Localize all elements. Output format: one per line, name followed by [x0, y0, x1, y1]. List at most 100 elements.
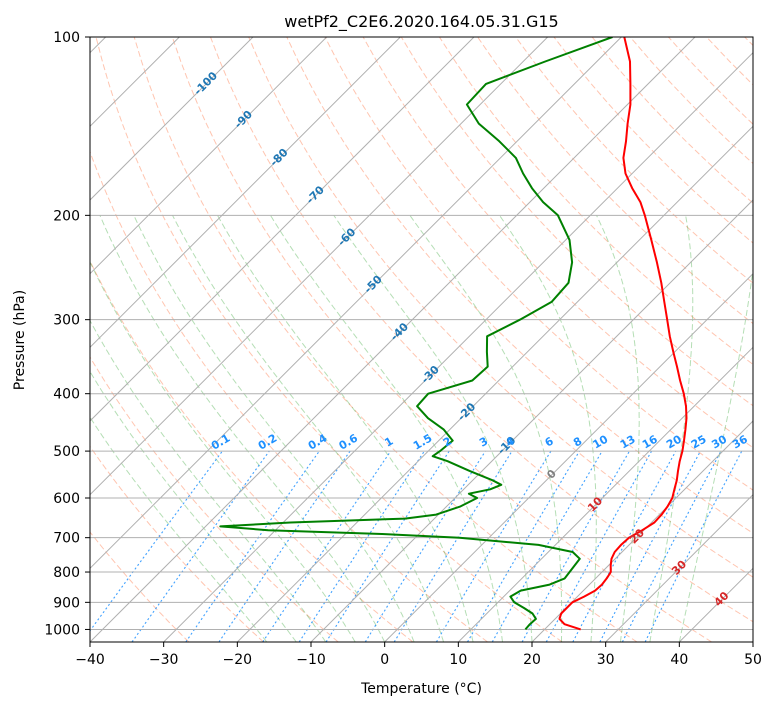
mixing-ratio-line	[599, 450, 701, 642]
moist-adiabat	[90, 370, 297, 642]
series	[219, 37, 688, 631]
moist-adiabat	[409, 215, 563, 642]
moist-adiabat	[99, 215, 386, 642]
isotherm-line	[605, 493, 753, 642]
moist-adiabat	[172, 215, 445, 642]
temperature-line	[558, 37, 688, 631]
dry-adiabat	[668, 37, 753, 125]
dry-adiabats	[90, 37, 753, 642]
dry-adiabat	[95, 37, 563, 642]
dry-adiabat	[400, 37, 753, 407]
isotherm-label: -50	[362, 273, 385, 296]
mixing-ratio-line	[435, 450, 552, 642]
moist-adiabat	[217, 215, 474, 642]
mixing-ratio-line	[131, 450, 270, 642]
isotherm-label: -80	[267, 146, 290, 169]
mixing-ratio-line	[90, 450, 223, 632]
x-tick-label: 50	[744, 652, 762, 668]
dry-adiabat	[744, 37, 753, 47]
isotherm-line	[531, 420, 753, 642]
moist-adiabats	[90, 215, 753, 642]
isotherm-line	[90, 37, 549, 496]
moist-adiabat	[333, 215, 533, 642]
mixing-ratio-label: 36	[730, 432, 750, 451]
dry-adiabat	[90, 531, 190, 642]
moist-adiabat	[649, 215, 694, 642]
y-tick-label: 100	[53, 30, 80, 46]
isotherm-line	[457, 346, 753, 642]
isotherm-line	[90, 37, 622, 570]
mixing-ratio-label: 13	[618, 433, 638, 452]
mixing-ratio-line	[325, 450, 450, 642]
dry-adiabat	[90, 259, 414, 642]
mixing-ratio-line	[644, 450, 743, 642]
mixing-ratio-line	[521, 450, 630, 642]
mixing-ratio-line	[218, 450, 351, 642]
mixing-ratio-label: 20	[664, 432, 684, 451]
mixing-ratio-label: 16	[640, 432, 660, 451]
x-tick-label: 40	[670, 652, 688, 668]
dry-adiabat	[133, 37, 638, 642]
mixing-ratio-line	[545, 450, 653, 642]
y-tick-label: 400	[53, 387, 80, 403]
x-tick-label: 20	[523, 652, 541, 668]
dewpoint-line	[219, 37, 613, 631]
y-axis: 100 200 300 400 500 600 700 800 900 1000	[44, 30, 90, 638]
x-tick-label: 0	[380, 652, 389, 668]
moist-adiabat	[90, 319, 327, 642]
x-tick-label: −20	[223, 652, 253, 668]
isotherm-label: 30	[669, 557, 689, 577]
isotherm-line	[90, 37, 475, 422]
dry-adiabat	[90, 150, 488, 642]
dry-adiabat	[438, 37, 753, 366]
y-tick-label: 800	[53, 565, 80, 581]
mixing-ratio-label: 6	[543, 434, 556, 449]
mixing-ratio-line	[298, 450, 425, 642]
y-tick-label: 1000	[44, 622, 80, 638]
mixing-ratio-line	[262, 450, 392, 642]
isotherm-line	[678, 567, 753, 642]
y-axis-title: Pressure (hPa)	[12, 290, 28, 390]
mixing-ratio-lines	[90, 450, 743, 642]
moist-adiabat	[499, 215, 597, 642]
x-tick-label: −10	[296, 652, 326, 668]
x-axis: −40 −30 −20 −10 0 10 20 30 40 50	[75, 642, 762, 668]
isotherm-line	[310, 199, 753, 642]
mixing-ratio-line	[364, 450, 486, 642]
mixing-ratio-label: 3	[477, 435, 490, 450]
dry-adiabat	[591, 37, 753, 204]
dry-adiabat	[90, 445, 264, 642]
mixing-ratio-line	[467, 450, 580, 642]
mixing-ratio-label: 8	[571, 435, 584, 450]
dry-adiabat	[248, 37, 753, 578]
moist-adiabat	[596, 215, 640, 642]
mixing-ratio-label: 1	[382, 435, 395, 450]
mixing-ratio-label: 0.1	[209, 432, 232, 453]
isotherm-line	[752, 641, 753, 642]
chart-title: wetPf2_C2E6.2020.164.05.31.G15	[284, 12, 558, 32]
isotherm-line	[90, 37, 254, 201]
moist-adiabat	[270, 215, 503, 642]
mixing-ratio-label: 1.5	[411, 432, 434, 453]
x-axis-title: Temperature (°C)	[360, 681, 482, 697]
dry-adiabat	[210, 37, 753, 623]
y-tick-label: 600	[53, 491, 80, 507]
x-tick-label: 10	[449, 652, 467, 668]
x-tick-label: −40	[75, 652, 105, 668]
isotherm-line	[236, 125, 753, 642]
y-tick-label: 500	[53, 444, 80, 460]
y-tick-label: 200	[53, 208, 80, 224]
y-tick-label: 900	[53, 595, 80, 611]
dry-adiabat	[706, 37, 753, 86]
mixing-ratio-line	[185, 450, 320, 642]
moist-adiabat	[90, 260, 356, 642]
plot-area: -100-90-80-70-60-50-40-30-20-10010203040…	[90, 37, 753, 642]
mixing-ratio-label: 10	[590, 432, 610, 451]
mixing-ratio-label: 25	[689, 433, 709, 452]
isotherm-line	[90, 37, 328, 275]
grid	[90, 37, 753, 642]
plot-frame	[89, 36, 754, 643]
moist-adiabat	[90, 416, 268, 642]
mixing-ratio-line	[572, 450, 677, 642]
